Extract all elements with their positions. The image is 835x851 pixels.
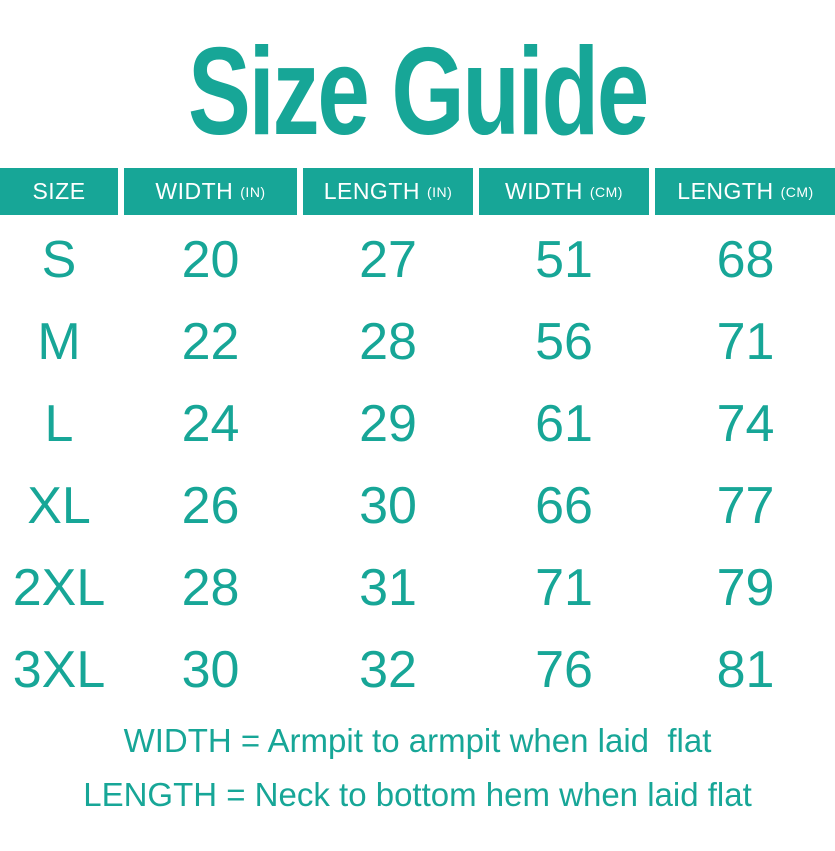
width-in-value: 20 (181, 231, 240, 289)
header-cell-length-cm: LENGTH (CM) (655, 168, 835, 215)
width-cm-value: 56 (535, 313, 593, 371)
length-definition: LENGTH = Neck to bottom hem when laid fl… (83, 776, 752, 813)
header-label: SIZE (32, 178, 86, 204)
footnotes: WIDTH = Armpit to armpit when laid flat … (0, 714, 835, 822)
length-in-value: 27 (359, 231, 417, 289)
width-cm-value: 66 (535, 477, 593, 535)
table-row: 3XL 30 32 76 81 (0, 629, 835, 711)
width-in-value: 28 (181, 559, 240, 617)
width-cm-value: 76 (535, 641, 593, 699)
table-row: L 24 29 61 74 (0, 383, 835, 465)
header-label: WIDTH (505, 178, 583, 204)
header-unit: (CM) (780, 183, 814, 200)
table-row: M 22 28 56 71 (0, 301, 835, 383)
length-in-value: 29 (359, 395, 417, 453)
length-in-value: 30 (359, 477, 417, 535)
header-cell-width-cm: WIDTH (CM) (479, 168, 649, 215)
length-in-value: 31 (359, 559, 417, 617)
size-label: XL (27, 477, 91, 535)
length-cm-value: 71 (716, 313, 775, 371)
size-label: L (44, 395, 74, 453)
table-row: 2XL 28 31 71 79 (0, 547, 835, 629)
page-title: Size Guide (188, 23, 649, 161)
header-label: LENGTH (677, 178, 774, 204)
size-label: S (41, 231, 77, 289)
length-in-value: 32 (359, 641, 417, 699)
table-row: S 20 27 51 68 (0, 219, 835, 301)
header-unit: (IN) (240, 183, 266, 200)
width-in-value: 30 (181, 641, 240, 699)
header-unit: (CM) (589, 183, 623, 200)
width-cm-value: 71 (535, 559, 593, 617)
width-cm-value: 61 (535, 395, 593, 453)
header-cell-size: SIZE (0, 168, 118, 215)
size-label: M (37, 313, 81, 371)
length-cm-value: 79 (716, 559, 775, 617)
header-cell-length-in: LENGTH (IN) (303, 168, 473, 215)
size-label: 2XL (12, 559, 106, 617)
header-cell-width-in: WIDTH (IN) (124, 168, 297, 215)
length-in-value: 28 (359, 313, 417, 371)
width-in-value: 26 (181, 477, 240, 535)
table-row: XL 26 30 66 77 (0, 465, 835, 547)
size-table: SIZE WIDTH (IN) LENGTH (IN) WIDTH (CM) L… (0, 168, 835, 711)
size-label: 3XL (12, 641, 106, 699)
width-in-value: 22 (181, 313, 240, 371)
table-body: S 20 27 51 68 M 22 28 56 71 L 24 29 61 7… (0, 219, 835, 711)
length-cm-value: 74 (716, 395, 775, 453)
size-guide-page: Size Guide SIZE WIDTH (IN) LENGTH (IN) W… (0, 16, 835, 851)
width-in-value: 24 (181, 395, 240, 453)
header-unit: (IN) (426, 183, 453, 200)
length-cm-value: 81 (716, 641, 775, 699)
length-cm-value: 68 (716, 231, 775, 289)
header-label: WIDTH (155, 178, 234, 204)
width-definition: WIDTH = Armpit to armpit when laid flat (123, 722, 712, 759)
width-cm-value: 51 (535, 231, 593, 289)
length-cm-value: 77 (716, 477, 775, 535)
header-label: LENGTH (323, 178, 420, 204)
table-header-row: SIZE WIDTH (IN) LENGTH (IN) WIDTH (CM) L… (0, 168, 835, 215)
